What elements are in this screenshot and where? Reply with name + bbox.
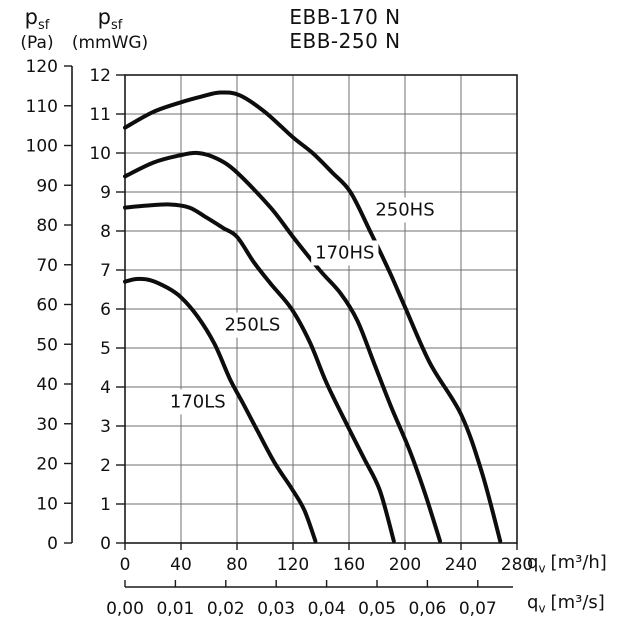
m3s-tick-label: 0,01 bbox=[156, 599, 194, 619]
curve-250ls bbox=[123, 202, 396, 544]
pa-tick-label: 100 bbox=[26, 137, 58, 157]
pa-tick-label: 60 bbox=[36, 296, 58, 316]
mmwg-tick-label: 11 bbox=[89, 105, 111, 125]
m3s-tick-label: 0,02 bbox=[207, 599, 245, 619]
curve-label-170hs: 170HS bbox=[315, 242, 374, 263]
mmwg-tick-label: 7 bbox=[100, 261, 111, 281]
pa-tick-label: 80 bbox=[36, 216, 58, 236]
curve-label-backing bbox=[220, 312, 285, 338]
curve-label-backing bbox=[165, 389, 230, 415]
curve-label-250hs: 250HS bbox=[375, 200, 434, 221]
m3s-tick-label: 0,00 bbox=[106, 599, 144, 619]
pressure-unit-pa: (Pa) bbox=[20, 33, 54, 54]
m3s-tick-label: 0,06 bbox=[408, 599, 446, 619]
pa-tick-label: 120 bbox=[26, 57, 58, 77]
mmwg-tick-label: 10 bbox=[89, 144, 111, 164]
mmwg-tick-label: 2 bbox=[100, 456, 111, 476]
m3s-tick-label: 0,03 bbox=[257, 599, 295, 619]
pa-tick-label: 30 bbox=[36, 415, 58, 435]
m3h-tick-label: 200 bbox=[389, 555, 421, 575]
pa-tick-label: 110 bbox=[26, 97, 58, 117]
curve-label-backing bbox=[311, 240, 379, 266]
mmwg-tick-label: 1 bbox=[100, 495, 111, 515]
pa-tick-label: 50 bbox=[36, 335, 58, 355]
curve-label-250ls: 250LS bbox=[224, 315, 280, 336]
mmwg-tick-label: 0 bbox=[100, 534, 111, 554]
title-line-1: EBB-170 N bbox=[289, 5, 401, 29]
pa-tick-label: 20 bbox=[36, 455, 58, 475]
pa-tick-label: 90 bbox=[36, 176, 58, 196]
mmwg-tick-label: 12 bbox=[89, 66, 111, 86]
mmwg-tick-label: 8 bbox=[100, 222, 111, 242]
curve-170hs bbox=[123, 150, 442, 544]
x-axis-unit-m3h: qv [m³/h] bbox=[527, 552, 607, 576]
y-axis-header-mmwg: psf (mmWG) bbox=[62, 5, 158, 54]
x-axis-unit-m3s: qv [m³/s] bbox=[527, 592, 605, 616]
m3h-tick-label: 40 bbox=[170, 555, 192, 575]
pressure-symbol-mmwg: psf bbox=[97, 5, 123, 34]
pa-tick-label: 0 bbox=[47, 534, 58, 554]
m3s-tick-label: 0,05 bbox=[358, 599, 396, 619]
m3s-tick-label: 0,07 bbox=[459, 599, 497, 619]
m3h-tick-label: 240 bbox=[445, 555, 477, 575]
pa-tick-label: 70 bbox=[36, 256, 58, 276]
title-line-2: EBB-250 N bbox=[289, 29, 401, 53]
curve-250hs bbox=[123, 90, 503, 544]
m3h-tick-label: 80 bbox=[226, 555, 248, 575]
y-axis-header-pa: psf (Pa) bbox=[8, 5, 66, 54]
pressure-symbol-pa: psf bbox=[24, 5, 50, 34]
pressure-unit-mmwg: (mmWG) bbox=[71, 33, 149, 54]
curve-170ls bbox=[123, 276, 318, 544]
curve-label-backing bbox=[371, 197, 439, 223]
m3h-tick-label: 120 bbox=[277, 555, 309, 575]
chart-title: EBB-170 N EBB-250 N bbox=[235, 5, 455, 53]
mmwg-tick-label: 9 bbox=[100, 183, 111, 203]
m3h-tick-label: 280 bbox=[501, 555, 533, 575]
curve-label-170ls: 170LS bbox=[170, 391, 226, 412]
mmwg-tick-label: 3 bbox=[100, 417, 111, 437]
mmwg-tick-label: 4 bbox=[100, 378, 111, 398]
pa-tick-label: 10 bbox=[36, 494, 58, 514]
pa-tick-label: 40 bbox=[36, 375, 58, 395]
mmwg-tick-label: 5 bbox=[100, 339, 111, 359]
m3h-tick-label: 0 bbox=[120, 555, 131, 575]
mmwg-tick-label: 6 bbox=[100, 300, 111, 320]
m3s-tick-label: 0,04 bbox=[308, 599, 346, 619]
m3h-tick-label: 160 bbox=[333, 555, 365, 575]
